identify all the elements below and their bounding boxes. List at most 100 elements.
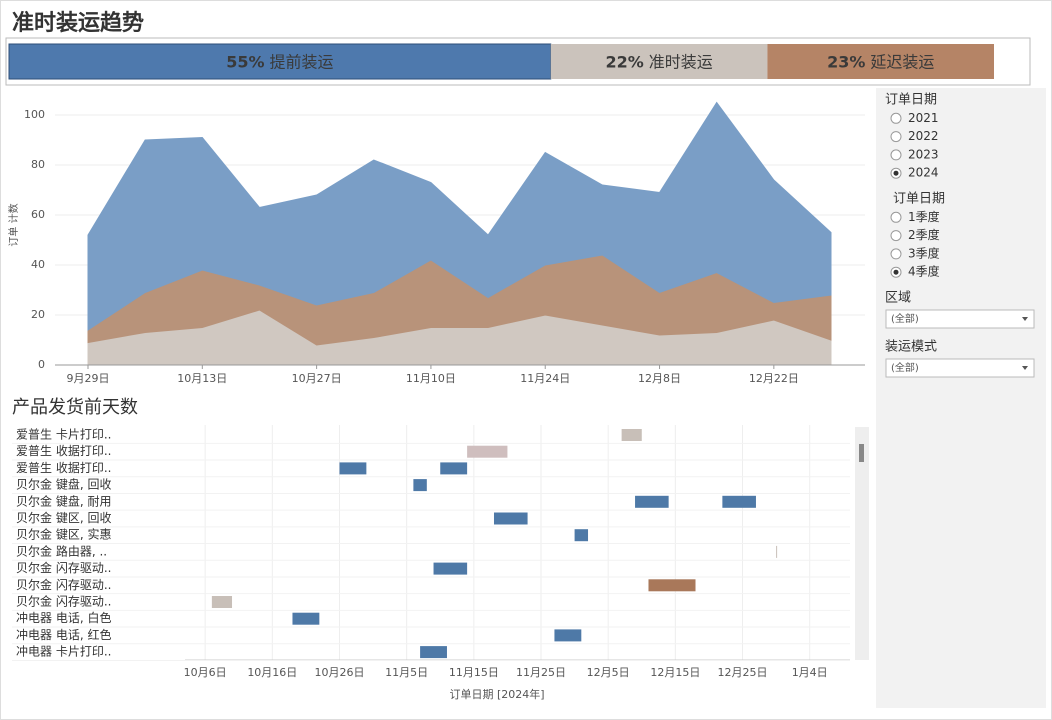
x-tick-label: 9月29日 [67,372,110,385]
dropdown-arrow [1022,366,1028,370]
dropdown-value: (全部) [891,361,919,374]
x-tick-label: 12月5日 [587,666,630,679]
gantt-bar [574,529,589,542]
dropdown-arrow [1022,317,1028,321]
banner-label: 22% 准时装运 [605,52,712,71]
row-label: 贝尔金 路由器, .. [16,543,107,558]
radio-label: 2024 [908,166,939,180]
x-tick-label: 10月6日 [184,666,227,679]
radio-button[interactable] [890,248,902,260]
x-tick-label: 12月15日 [650,666,700,679]
y-tick-label: 20 [31,308,45,321]
gantt-bar [292,612,320,625]
radio-button[interactable] [890,211,902,223]
gantt-bar [776,545,778,558]
x-tick-label: 12月22日 [749,372,799,385]
y-tick-label: 40 [31,258,45,271]
radio-label: 2023 [908,147,939,161]
banner-value: 55% [226,52,264,71]
y-tick-label: 80 [31,158,45,171]
filter-label: 订单日期 [885,93,937,108]
radio-button[interactable] [890,230,902,242]
filter-label: 装运模式 [885,340,937,355]
x-tick-label: 11月5日 [385,666,428,679]
x-tick-label: 10月13日 [177,372,227,385]
chart-title: 产品发货前天数 [12,397,138,418]
x-tick-label: 11月15日 [449,666,499,679]
row-label: 贝尔金 闪存驱动.. [16,577,111,592]
x-tick-label: 10月27日 [292,372,342,385]
x-tick-label: 1月4日 [792,666,828,679]
gantt-bar [211,596,233,608]
area [87,101,832,331]
gantt-bar [433,562,468,575]
radio-label: 2021 [908,111,939,125]
x-axis-label: 订单日期 [2024年] [449,687,544,701]
dropdown[interactable] [885,309,1035,329]
row-label: 爱普生 收据打印.. [16,444,111,458]
gantt-bar [554,629,582,642]
row-label: 贝尔金 键区, 实惠 [16,527,111,542]
gantt-bar [648,579,696,592]
banner-label: 23% 延迟装运 [827,52,934,71]
scrollbar [855,427,869,660]
radio-label: 2022 [908,129,939,143]
row-label: 冲电器 电话, 白色 [16,610,111,625]
banner-segment[interactable] [8,43,552,80]
gantt-bar [339,462,367,475]
row-label: 贝尔金 闪存驱动.. [16,594,111,609]
row-label: 贝尔金 键盘, 回收 [16,477,111,492]
banner-value: 22% [605,52,643,71]
row-label: 爱普生 卡片打印.. [16,428,111,442]
row-label: 冲电器 卡片打印.. [16,644,111,659]
gantt-bar [493,512,528,525]
x-tick-label: 11月10日 [406,372,456,385]
dropdown-value: (全部) [891,312,919,325]
filter-label: 订单日期 [893,192,945,207]
y-tick-label: 60 [31,208,45,221]
banner-segment[interactable] [767,44,994,79]
x-tick-label: 11月25日 [516,666,566,679]
banner-label: 55% 提前装运 [226,52,333,71]
radio-label: 1季度 [908,209,940,224]
gantt-bar [413,479,427,492]
gantt-bar [635,495,669,508]
y-tick-label: 100 [24,108,45,121]
filter-panel [876,88,1046,708]
x-tick-label: 10月16日 [247,666,297,679]
gantt-bar [621,429,642,441]
row-label: 冲电器 电话, 红色 [16,627,111,642]
radio-label: 2季度 [908,227,940,242]
radio-dot [893,170,899,176]
banner-value: 23% [827,52,865,71]
x-tick-label: 11月24日 [520,372,570,385]
row-label: 贝尔金 键盘, 耐用 [16,493,111,508]
row-label: 爱普生 收据打印.. [16,461,111,475]
banner-segment[interactable] [550,44,768,79]
radio-label: 3季度 [908,245,940,260]
x-tick-label: 12月8日 [638,372,681,385]
radio-button[interactable] [890,149,902,161]
scroll-thumb[interactable] [859,444,864,462]
radio-label: 4季度 [908,264,940,279]
y-tick-label: 0 [38,358,45,371]
gantt-bar [467,445,508,458]
dropdown[interactable] [885,358,1035,378]
gantt-bar [440,462,468,475]
y-axis-label: 订单 计数 [7,203,20,246]
gantt-bar [420,646,447,659]
radio-button[interactable] [890,112,902,124]
banner-name: 延迟装运 [870,52,934,71]
dashboard-title: 准时装运趋势 [12,10,144,36]
radio-button[interactable] [890,131,902,143]
banner-name: 准时装运 [649,52,713,71]
filter-label: 区域 [885,291,911,306]
banner-name: 提前装运 [270,52,334,71]
x-tick-label: 12月25日 [718,666,768,679]
row-label: 贝尔金 键区, 回收 [16,510,111,525]
gantt-bar [722,495,756,508]
radio-dot [893,269,899,275]
row-label: 贝尔金 闪存驱动.. [16,560,111,575]
